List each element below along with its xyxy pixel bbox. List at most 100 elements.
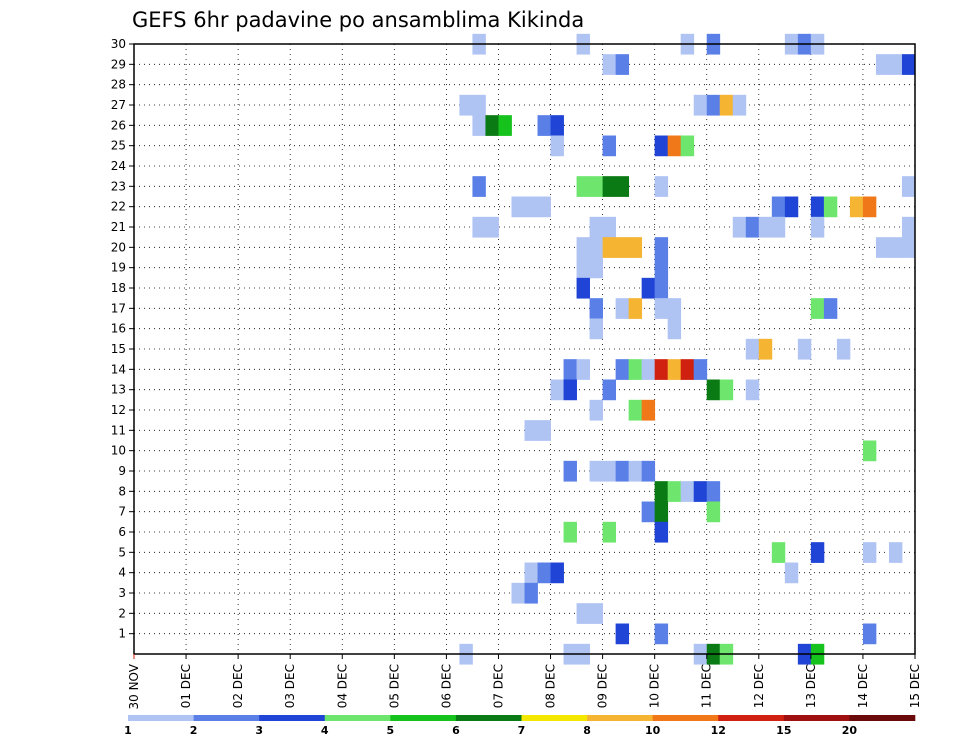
heatmap-cell bbox=[655, 237, 668, 258]
heatmap-cell bbox=[642, 502, 655, 523]
heatmap-cell bbox=[902, 237, 915, 258]
heatmap-cell bbox=[616, 359, 629, 380]
heatmap-cell bbox=[564, 522, 577, 543]
heatmap-cell bbox=[629, 237, 642, 258]
heatmap-cell bbox=[629, 359, 642, 380]
heatmap-cell bbox=[472, 115, 485, 136]
heatmap-cell bbox=[811, 542, 824, 563]
heatmap-cell bbox=[603, 54, 616, 75]
heatmap-cell bbox=[590, 603, 603, 624]
y-tick-label: 9 bbox=[118, 464, 126, 478]
heatmap-cell bbox=[863, 441, 876, 462]
x-tick-label: 12 DEC bbox=[752, 664, 766, 708]
y-tick-label: 25 bbox=[111, 139, 126, 153]
heatmap-cell bbox=[681, 136, 694, 157]
colorbar-label: 3 bbox=[255, 724, 263, 737]
colorbar-segment bbox=[718, 715, 784, 721]
heatmap-cell bbox=[811, 217, 824, 238]
y-tick-label: 16 bbox=[111, 322, 126, 336]
y-tick-label: 20 bbox=[111, 240, 126, 254]
y-tick-label: 23 bbox=[111, 179, 126, 193]
heatmap-cell bbox=[590, 400, 603, 421]
heatmap-cell bbox=[655, 278, 668, 299]
x-tick-label: 10 DEC bbox=[648, 664, 662, 708]
heatmap-cell bbox=[577, 237, 590, 258]
heatmap-cell bbox=[707, 481, 720, 502]
y-tick-label: 13 bbox=[111, 383, 126, 397]
colorbar-segment bbox=[128, 715, 194, 721]
heatmap-cell bbox=[472, 176, 485, 197]
heatmap-cell bbox=[590, 319, 603, 340]
x-tick-label: 01 DEC bbox=[179, 664, 193, 708]
colorbar-segment bbox=[325, 715, 391, 721]
heatmap-cell bbox=[616, 461, 629, 482]
heatmap-cell bbox=[629, 298, 642, 319]
heatmap-cell bbox=[889, 237, 902, 258]
y-axis-ticks: 1234567891011121314151617181920212223242… bbox=[111, 37, 134, 641]
y-tick-label: 22 bbox=[111, 200, 126, 214]
y-tick-label: 11 bbox=[111, 423, 126, 437]
heatmap-cell bbox=[485, 217, 498, 238]
heatmap-cell bbox=[655, 136, 668, 157]
heatmap-cell bbox=[707, 380, 720, 401]
y-tick-label: 15 bbox=[111, 342, 126, 356]
heatmap-cell bbox=[603, 217, 616, 238]
heatmap-cell bbox=[772, 542, 785, 563]
heatmap-cell bbox=[863, 197, 876, 218]
y-tick-label: 19 bbox=[111, 261, 126, 275]
heatmap-cell bbox=[590, 298, 603, 319]
heatmap-cell bbox=[616, 54, 629, 75]
heatmap-cell bbox=[824, 197, 837, 218]
y-tick-label: 26 bbox=[111, 118, 126, 132]
heatmap-cell bbox=[824, 298, 837, 319]
heatmap-cell bbox=[551, 115, 564, 136]
heatmap-cell bbox=[746, 217, 759, 238]
heatmap-cell bbox=[590, 258, 603, 279]
x-tick-label: 07 DEC bbox=[491, 664, 505, 708]
colorbar-segment bbox=[587, 715, 653, 721]
colorbar-legend: 1 2 3 4 5 6 7 8 10 12 15 20 bbox=[124, 715, 915, 737]
heatmap-cell bbox=[746, 339, 759, 360]
x-tick-label: 02 DEC bbox=[231, 664, 245, 708]
heatmap-cell bbox=[616, 624, 629, 645]
heatmap-cell bbox=[629, 400, 642, 421]
heatmap-cell bbox=[525, 420, 538, 441]
heatmap-cell bbox=[564, 359, 577, 380]
heatmap-cell bbox=[811, 197, 824, 218]
precipitation-heatmap-chart: GEFS 6hr padavine po ansamblima Kikinda … bbox=[0, 0, 960, 742]
heatmap-cell bbox=[603, 380, 616, 401]
heatmap-cell bbox=[616, 176, 629, 197]
colorbar-segment bbox=[259, 715, 325, 721]
y-tick-label: 21 bbox=[111, 220, 126, 234]
heatmap-cell bbox=[525, 197, 538, 218]
y-tick-label: 27 bbox=[111, 98, 126, 112]
x-tick-label: 15 DEC bbox=[908, 664, 922, 708]
x-tick-label: 14 DEC bbox=[856, 664, 870, 708]
colorbar-label: 6 bbox=[452, 724, 460, 737]
heatmap-cell bbox=[746, 380, 759, 401]
heatmap-cell bbox=[655, 502, 668, 523]
heatmap-cell bbox=[707, 502, 720, 523]
y-tick-label: 28 bbox=[111, 78, 126, 92]
y-tick-label: 18 bbox=[111, 281, 126, 295]
heatmap-cell bbox=[564, 461, 577, 482]
heatmap-cell bbox=[889, 54, 902, 75]
x-tick-label: 13 DEC bbox=[804, 664, 818, 708]
heatmap-cell bbox=[551, 563, 564, 584]
heatmap-cell bbox=[655, 258, 668, 279]
y-tick-label: 30 bbox=[111, 37, 126, 51]
y-tick-label: 14 bbox=[111, 362, 126, 376]
heatmap-cell bbox=[707, 95, 720, 116]
heatmap-cell bbox=[668, 298, 681, 319]
heatmap-cell bbox=[720, 380, 733, 401]
heatmap-cell bbox=[655, 176, 668, 197]
heatmap-cell bbox=[759, 339, 772, 360]
colorbar-label: 20 bbox=[842, 724, 858, 737]
heatmap-cell bbox=[811, 298, 824, 319]
colorbar-segment bbox=[522, 715, 588, 721]
heatmap-cell bbox=[681, 481, 694, 502]
x-tick-label: 05 DEC bbox=[387, 664, 401, 708]
heatmap-cell bbox=[577, 278, 590, 299]
colorbar-label: 5 bbox=[387, 724, 395, 737]
heatmap-cell bbox=[603, 176, 616, 197]
